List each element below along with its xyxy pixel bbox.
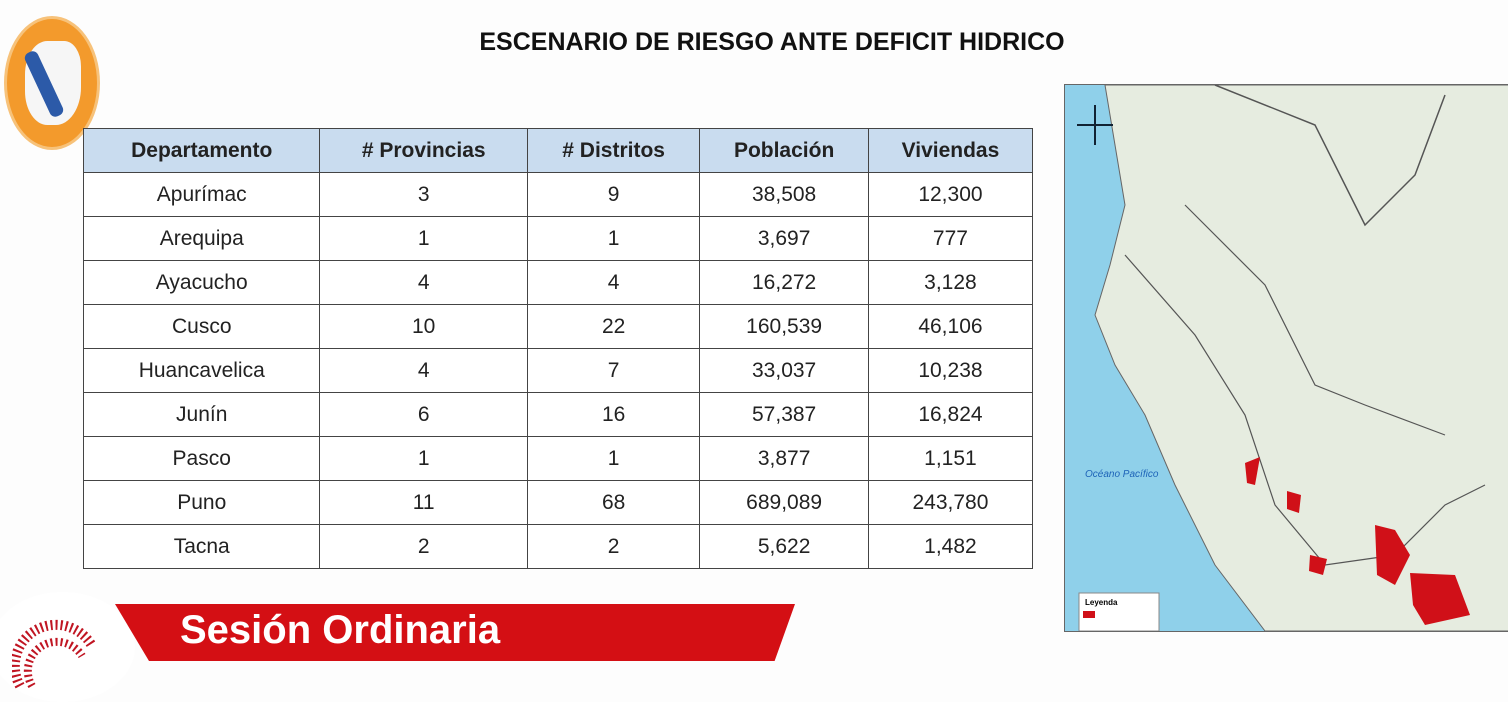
table-cell: 3,697 <box>699 216 869 261</box>
table-cell: 1 <box>319 436 528 481</box>
table-cell: 38,508 <box>699 172 869 217</box>
table-cell: Puno <box>82 480 321 525</box>
table-header-row: Departamento # Provincias # Distritos Pobla… <box>82 128 1034 173</box>
table-cell: 1 <box>319 216 528 261</box>
table-cell: 7 <box>526 348 701 393</box>
table-cell: 3 <box>319 172 528 217</box>
ocean-label: Océano Pacífico <box>1085 469 1159 480</box>
table-cell: 1,482 <box>867 524 1034 569</box>
table-row: Apurímac 3 9 38,508 12,300 <box>82 172 1034 217</box>
table-cell: 2 <box>319 524 528 569</box>
table-cell: 160,539 <box>699 304 869 349</box>
risk-areas <box>1245 457 1470 625</box>
column-header: # Provincias <box>319 128 528 173</box>
session-label: Sesión Ordinaria <box>180 608 501 652</box>
table-row: Arequipa 1 1 3,697 777 <box>82 216 1034 261</box>
table-cell: 6 <box>319 392 528 437</box>
table-row: Tacna 2 2 5,622 1,482 <box>82 524 1034 569</box>
table-cell: Ayacucho <box>82 260 321 305</box>
legend-title: Leyenda <box>1085 598 1118 607</box>
column-header: Viviendas <box>867 128 1034 173</box>
table-cell: 777 <box>867 216 1034 261</box>
table-cell: 46,106 <box>867 304 1034 349</box>
table-cell: Junín <box>82 392 321 437</box>
table-cell: 1 <box>526 216 701 261</box>
column-header: Departamento <box>82 128 321 173</box>
table-cell: 2 <box>526 524 701 569</box>
table-cell: 10 <box>319 304 528 349</box>
table-cell: 9 <box>526 172 701 217</box>
table-cell: Pasco <box>82 436 321 481</box>
table-cell: 22 <box>526 304 701 349</box>
table-cell: 16,272 <box>699 260 869 305</box>
table-cell: 3,877 <box>699 436 869 481</box>
table-cell: 57,387 <box>699 392 869 437</box>
table-cell: 12,300 <box>867 172 1034 217</box>
table-row: Cusco 10 22 160,539 46,106 <box>82 304 1034 349</box>
table-cell: 16,824 <box>867 392 1034 437</box>
compass-icon <box>1077 105 1113 145</box>
table-cell: 4 <box>526 260 701 305</box>
chamber-logo <box>0 592 135 702</box>
column-header: Población <box>699 128 869 173</box>
table-cell: Apurímac <box>82 172 321 217</box>
table-cell: Cusco <box>82 304 321 349</box>
slide-title: ESCENARIO DE RIESGO ANTE DEFICIT HIDRICO <box>479 28 1065 56</box>
table-cell: 33,037 <box>699 348 869 393</box>
table-cell: 1,151 <box>867 436 1034 481</box>
table-cell: Arequipa <box>82 216 321 261</box>
table-row: Junín 6 16 57,387 16,824 <box>82 392 1034 437</box>
table-cell: 243,780 <box>867 480 1034 525</box>
table-cell: 689,089 <box>699 480 869 525</box>
institution-logo <box>4 16 100 150</box>
risk-table: Departamento # Provincias # Distritos Pobla… <box>82 128 1034 569</box>
table-cell: 10,238 <box>867 348 1034 393</box>
session-banner: Sesión Ordinaria <box>115 604 795 661</box>
table-row: Huancavelica 4 7 33,037 10,238 <box>82 348 1034 393</box>
table-cell: 11 <box>319 480 528 525</box>
table-cell: 68 <box>526 480 701 525</box>
table-cell: 4 <box>319 348 528 393</box>
hemicycle-icon <box>12 619 97 689</box>
peru-risk-map: Océano Pacífico Leyenda <box>1064 84 1508 632</box>
table-cell: 4 <box>319 260 528 305</box>
table-row: Ayacucho 4 4 16,272 3,128 <box>82 260 1034 305</box>
table-cell: Tacna <box>82 524 321 569</box>
table-cell: 3,128 <box>867 260 1034 305</box>
table-cell: 1 <box>526 436 701 481</box>
table-row: Puno 11 68 689,089 243,780 <box>82 480 1034 525</box>
table-row: Pasco 1 1 3,877 1,151 <box>82 436 1034 481</box>
table-cell: Huancavelica <box>82 348 321 393</box>
table-cell: 5,622 <box>699 524 869 569</box>
column-header: # Distritos <box>526 128 701 173</box>
table-cell: 16 <box>526 392 701 437</box>
